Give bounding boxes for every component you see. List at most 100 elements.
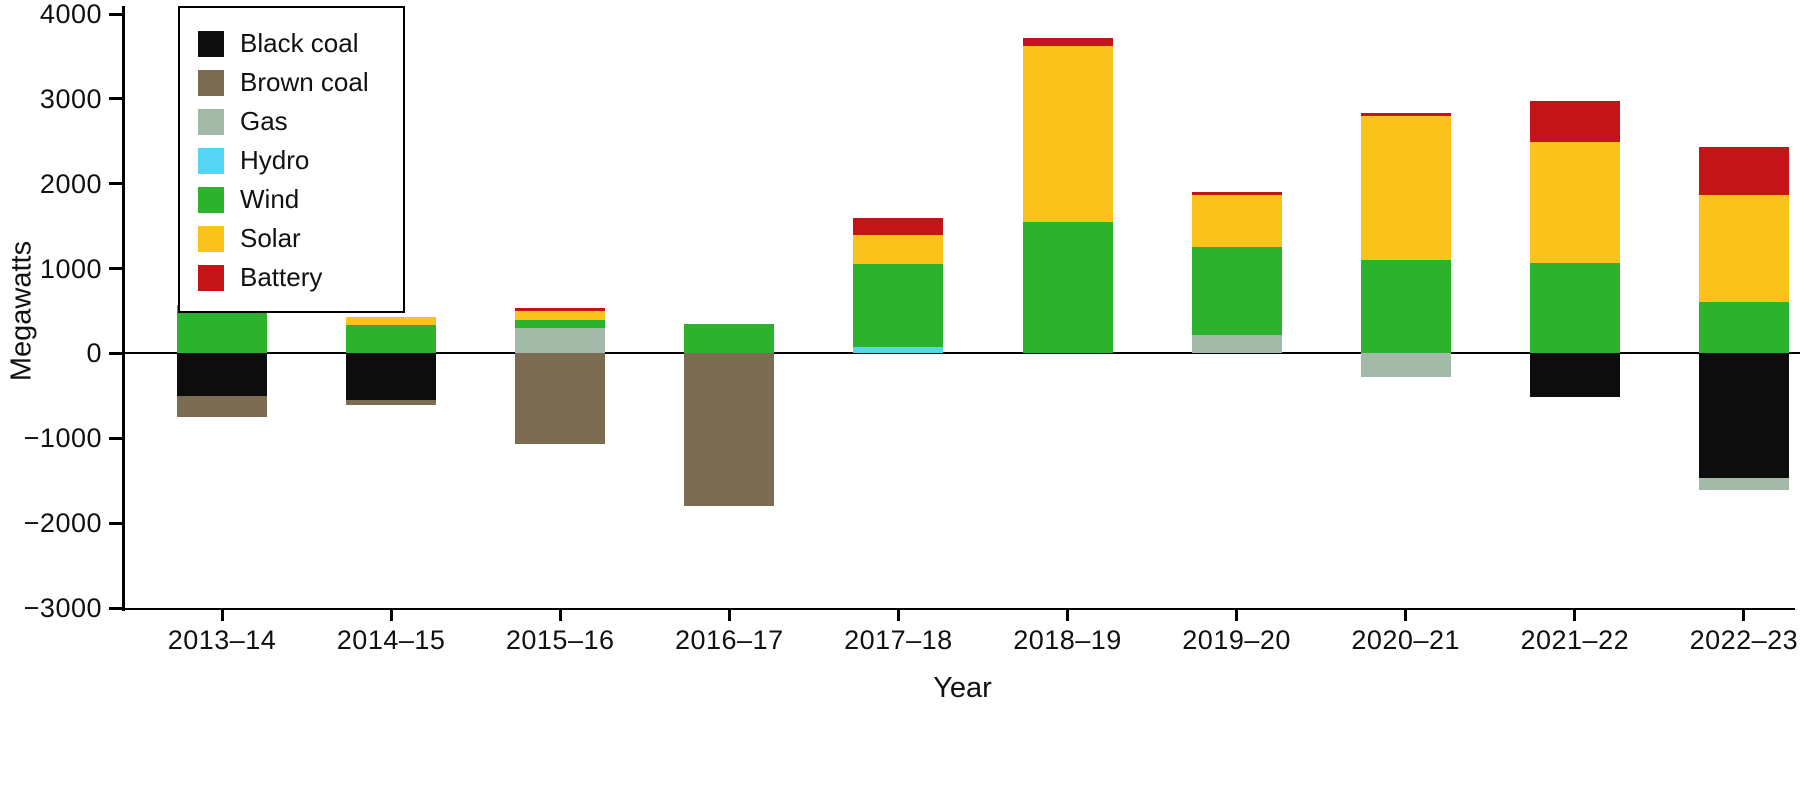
legend-label: Gas xyxy=(240,106,288,136)
bar-segment xyxy=(684,353,775,507)
bar-segment xyxy=(1698,353,1789,479)
x-axis-tick xyxy=(1404,610,1408,621)
bar-segment xyxy=(1698,478,1789,491)
bar-segment xyxy=(1360,115,1451,261)
x-tick-label: 2021–22 xyxy=(1520,625,1630,655)
bar-segment xyxy=(177,305,267,354)
y-tick-label: −2000 xyxy=(23,508,102,539)
x-axis-title: Year xyxy=(933,672,992,704)
y-tick-label: −3000 xyxy=(23,593,102,623)
bar-segment xyxy=(346,400,437,406)
x-axis-tick xyxy=(558,610,562,621)
bar-segment xyxy=(1360,113,1451,116)
bar-segment xyxy=(1529,100,1620,143)
x-axis-tick xyxy=(1742,610,1746,621)
legend-item: Solar xyxy=(198,219,369,258)
bar-segment xyxy=(853,347,944,354)
bar-segment xyxy=(1191,194,1282,248)
y-axis-tick xyxy=(109,351,122,355)
legend-item: Gas xyxy=(198,102,369,141)
bar-segment xyxy=(515,327,606,354)
x-axis-tick xyxy=(1573,610,1577,621)
bar-segment xyxy=(1191,247,1282,335)
legend-swatch-icon xyxy=(198,69,224,96)
legend-label: Hydro xyxy=(240,145,310,175)
bar-segment xyxy=(1022,221,1113,354)
x-tick-label: 2013–14 xyxy=(167,625,277,655)
bar-segment xyxy=(853,234,944,265)
x-axis-tick xyxy=(389,610,393,621)
bar-segment xyxy=(177,395,267,418)
bar-segment xyxy=(515,320,606,328)
x-axis-tick xyxy=(727,610,731,621)
bar-segment xyxy=(1191,192,1282,195)
bar-segment xyxy=(346,353,437,401)
y-axis-tick xyxy=(109,12,122,16)
bar-segment xyxy=(1022,37,1113,47)
bar-segment xyxy=(1529,142,1620,263)
legend: Black coal Brown coal Gas Hydro Wind Solar Bat… xyxy=(178,6,405,313)
y-tick-label: 2000 xyxy=(39,168,102,199)
x-tick-label: 2016–17 xyxy=(674,625,784,655)
legend-swatch-icon xyxy=(198,264,224,291)
legend-label: Brown coal xyxy=(240,67,369,97)
x-tick-label: 2019–20 xyxy=(1182,625,1291,655)
y-axis-line xyxy=(122,6,125,611)
bar-segment xyxy=(1698,147,1789,195)
bar-segment xyxy=(1698,194,1789,302)
x-axis-tick xyxy=(1235,610,1239,621)
y-tick-label: 4000 xyxy=(39,0,102,29)
legend-swatch-icon xyxy=(198,186,224,213)
y-tick-label: 3000 xyxy=(39,83,102,114)
bar-segment xyxy=(515,308,606,311)
x-tick-label: 2022–23 xyxy=(1689,625,1799,655)
bar-segment xyxy=(853,217,944,235)
bar-segment xyxy=(177,353,267,396)
bar-segment xyxy=(1022,46,1113,222)
y-axis-tick xyxy=(109,97,122,101)
x-tick-label: 2017–18 xyxy=(844,625,953,655)
bar-segment xyxy=(1191,334,1282,354)
legend-label: Battery xyxy=(240,262,323,292)
bar-segment xyxy=(1360,353,1451,378)
legend-item: Brown coal xyxy=(198,63,369,102)
x-tick-label: 2014–15 xyxy=(336,625,446,655)
bar-segment xyxy=(1529,353,1620,397)
bar-segment xyxy=(684,323,775,354)
y-tick-label: −1000 xyxy=(23,423,102,454)
x-tick-label: 2020–21 xyxy=(1351,625,1460,655)
legend-swatch-icon xyxy=(198,225,224,252)
legend-item: Black coal xyxy=(198,24,369,63)
y-axis-tick xyxy=(109,606,122,610)
x-axis-tick xyxy=(220,610,224,621)
legend-item: Wind xyxy=(198,180,369,219)
x-tick-label: 2018–19 xyxy=(1013,625,1122,655)
legend-item: Battery xyxy=(198,258,369,297)
y-tick-label: 1000 xyxy=(39,253,102,284)
legend-item: Hydro xyxy=(198,141,369,180)
y-axis-tick xyxy=(109,521,122,525)
x-axis-line xyxy=(125,608,1795,610)
y-tick-label: 0 xyxy=(86,338,102,369)
y-axis-tick xyxy=(109,436,122,440)
bar-segment xyxy=(515,311,606,321)
x-tick-label: 2015–16 xyxy=(505,625,615,655)
y-axis-tick xyxy=(109,182,122,186)
bar-segment xyxy=(1360,260,1451,354)
legend-swatch-icon xyxy=(198,147,224,174)
legend-label: Wind xyxy=(240,184,300,214)
zero-line xyxy=(125,352,1800,355)
legend-label: Black coal xyxy=(240,28,359,58)
bar-segment xyxy=(853,264,944,348)
legend-label: Solar xyxy=(240,223,301,253)
bar-segment xyxy=(515,353,606,445)
bar-segment xyxy=(346,316,437,326)
x-axis-tick xyxy=(1066,610,1069,621)
legend-swatch-icon xyxy=(198,30,224,57)
bar-segment xyxy=(1529,262,1620,354)
bar-segment xyxy=(1698,301,1789,354)
legend-swatch-icon xyxy=(198,108,224,135)
x-axis-tick xyxy=(896,610,900,621)
bar-segment xyxy=(346,325,437,354)
